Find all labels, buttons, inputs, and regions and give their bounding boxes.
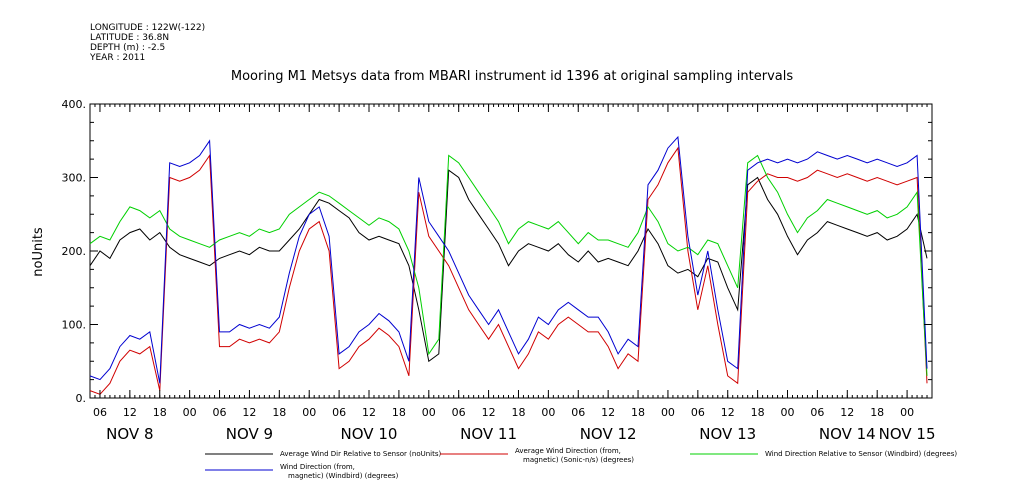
x-tick-label: 12	[482, 406, 496, 419]
x-tick-label: 18	[511, 406, 525, 419]
legend-label-2: Average Wind Direction (from,	[515, 447, 621, 455]
x-tick-label: 12	[362, 406, 376, 419]
y-tick-label: 100.	[62, 319, 87, 332]
x-tick-label: 18	[631, 406, 645, 419]
x-tick-label: 06	[810, 406, 824, 419]
x-tick-label: 18	[153, 406, 167, 419]
x-tick-label: 12	[721, 406, 735, 419]
longitude-text: LONGITUDE : 122W(-122)	[90, 23, 205, 33]
y-tick-label: 0.	[76, 392, 87, 405]
x-tick-label: 06	[571, 406, 585, 419]
x-tick-label: 00	[541, 406, 555, 419]
x-day-label: NOV 13	[699, 425, 756, 443]
x-tick-label: 00	[661, 406, 675, 419]
x-tick-label: 00	[302, 406, 316, 419]
chart-title: Mooring M1 Metsys data from MBARI instru…	[231, 69, 793, 84]
legend-label-4: Wind Direction (from,	[280, 463, 355, 471]
legend: Average Wind Dir Relative to Sensor (noU…	[205, 447, 957, 480]
series-layer	[89, 135, 928, 395]
legend-label-4-cont: magnetic) (Windbird) (degrees)	[288, 472, 399, 480]
x-tick-label: 06	[452, 406, 466, 419]
x-tick-label: 06	[691, 406, 705, 419]
x-tick-label: 12	[242, 406, 256, 419]
x-tick-label: 12	[601, 406, 615, 419]
x-tick-label: 00	[422, 406, 436, 419]
x-tick-label: 00	[900, 406, 914, 419]
x-day-label: NOV 12	[580, 425, 637, 443]
year-text: YEAR : 2011	[89, 53, 145, 63]
depth-text: DEPTH (m) : -2.5	[90, 43, 165, 53]
legend-label-3: Wind Direction Relative to Sensor (Windb…	[765, 450, 957, 458]
x-tick-label: 12	[840, 406, 854, 419]
axis-layer: 0. 100. 200. 300. 400. 06 12 18 00 06 12 18 00 06 12 18…	[62, 98, 936, 443]
y-tick-label: 200.	[62, 245, 87, 258]
x-tick-label: 18	[870, 406, 884, 419]
x-tick-label: 00	[781, 406, 795, 419]
x-day-label: NOV 11	[460, 425, 517, 443]
series-line-1	[89, 169, 928, 363]
x-day-label: NOV 8	[106, 425, 153, 443]
x-tick-label: 06	[93, 406, 107, 419]
legend-label-2-cont: magnetic) (Sonic-n/s) (degrees)	[523, 456, 634, 464]
plot-frame	[89, 103, 933, 399]
x-tick-label: 18	[392, 406, 406, 419]
y-tick-label: 400.	[62, 98, 87, 111]
x-day-label: NOV 9	[226, 425, 273, 443]
x-tick-label: 00	[183, 406, 197, 419]
series-line-4	[89, 135, 928, 384]
x-day-label: NOV 10	[341, 425, 398, 443]
y-tick-label: 300.	[62, 172, 87, 185]
x-day-label: NOV 14	[819, 425, 876, 443]
x-tick-label: 06	[213, 406, 227, 419]
x-tick-label: 12	[123, 406, 137, 419]
series-line-2	[89, 146, 928, 395]
latitude-text: LATITUDE : 36.8N	[90, 33, 169, 43]
legend-label-1: Average Wind Dir Relative to Sensor (noU…	[280, 450, 441, 458]
series-line-3	[89, 154, 928, 376]
x-tick-label: 18	[272, 406, 286, 419]
x-tick-label: 06	[332, 406, 346, 419]
x-tick-label: 18	[751, 406, 765, 419]
y-axis-label: noUnits	[31, 227, 46, 277]
x-day-label: NOV 15	[879, 425, 936, 443]
